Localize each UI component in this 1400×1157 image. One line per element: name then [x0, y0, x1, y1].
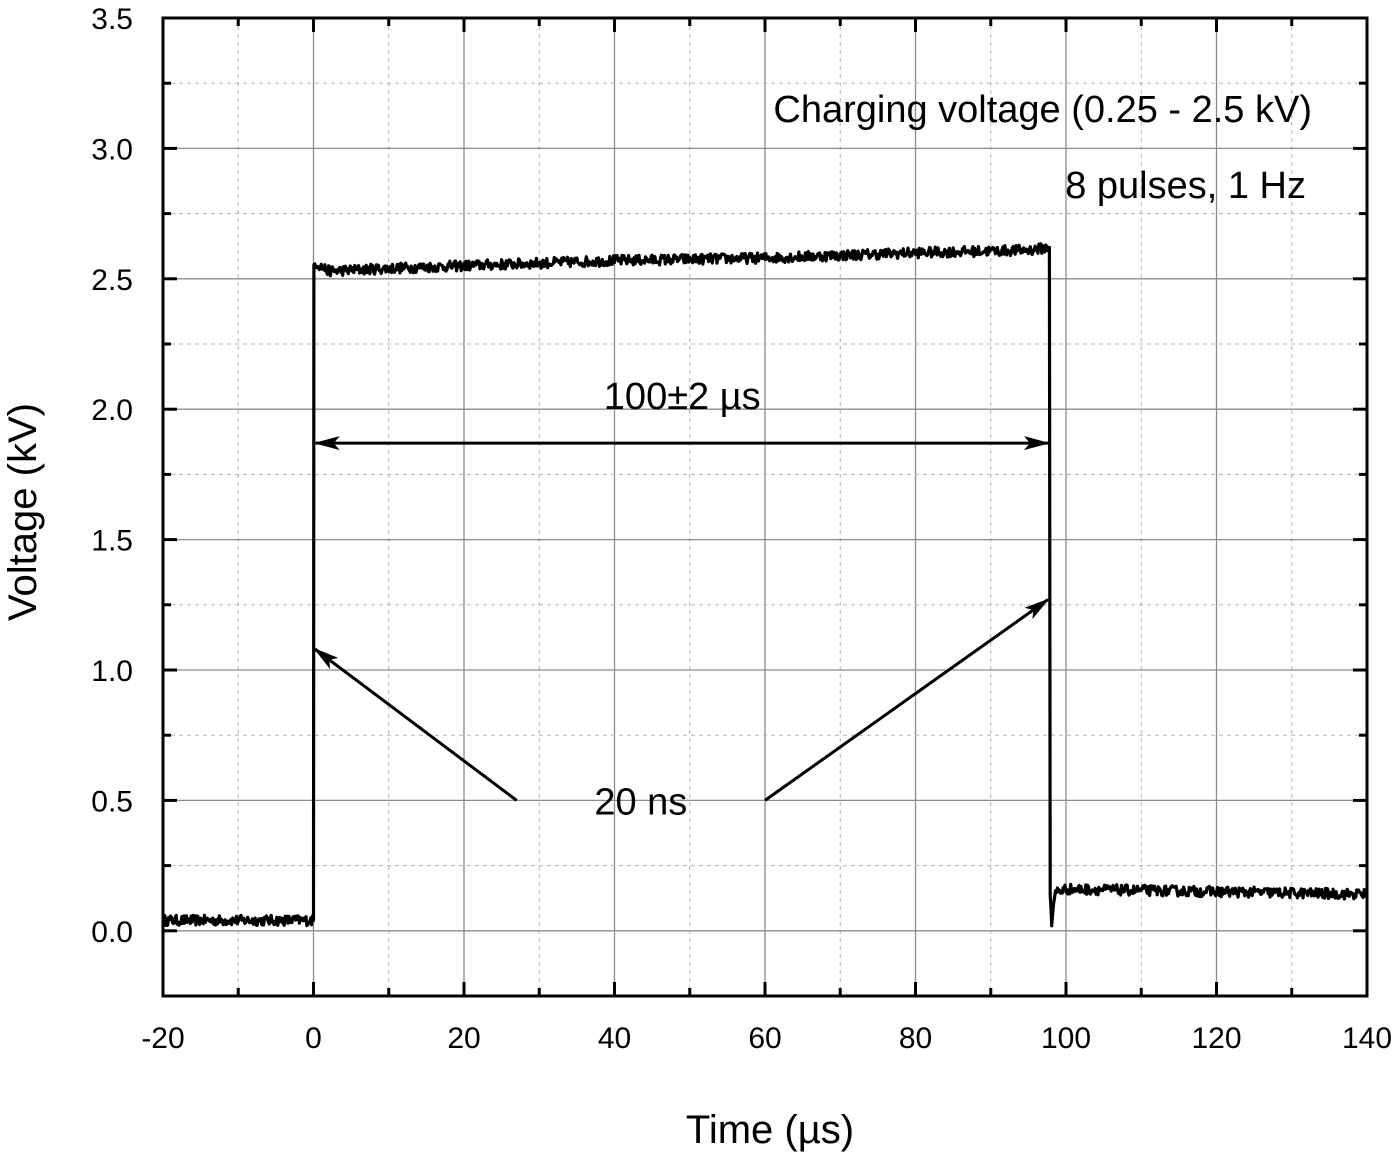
x-tick-label: 140: [1342, 1022, 1392, 1055]
x-tick-label: 60: [748, 1022, 781, 1055]
y-axis-title: Voltage (kV): [1, 403, 45, 621]
x-tick-label: 20: [447, 1022, 480, 1055]
y-tick-label: 2.0: [91, 394, 133, 427]
y-tick-label: 1.5: [91, 525, 133, 558]
pulse-width-annotation: 100±2 µs: [604, 376, 761, 418]
x-tick-label: 120: [1191, 1022, 1241, 1055]
y-tick-label: 3.5: [91, 3, 133, 36]
x-tick-label: 100: [1041, 1022, 1091, 1055]
y-tick-label: 3.0: [91, 133, 133, 166]
x-tick-label: 80: [899, 1022, 932, 1055]
series: [161, 242, 1368, 928]
rise-time-arrow: [313, 647, 518, 802]
rise-fall-annotation: 20 ns: [594, 781, 687, 823]
tick-labels: -20 0 20 40 60 80 100 120 140 0.0 0.5 1.0 1.5 2.0 2.5 3…: [91, 3, 1392, 1055]
grid: [163, 18, 1367, 996]
plot-frame: [161, 16, 1369, 998]
annotations: Charging voltage (0.25 - 2.5 kV) 8 pulse…: [313, 89, 1312, 823]
x-tick-label: 40: [598, 1022, 631, 1055]
pulses-annotation: 8 pulses, 1 Hz: [1065, 165, 1306, 207]
y-tick-label: 0.5: [91, 785, 133, 818]
x-axis-title: Time (µs): [686, 1108, 854, 1152]
x-tick-label: 0: [305, 1022, 322, 1055]
x-tick-label: -20: [141, 1022, 184, 1055]
fall-time-arrow: [764, 598, 1050, 802]
voltage-trace: [161, 242, 1368, 928]
y-tick-label: 2.5: [91, 264, 133, 297]
y-tick-label: 0.0: [91, 916, 133, 949]
y-tick-label: 1.0: [91, 655, 133, 688]
charging-voltage-annotation: Charging voltage (0.25 - 2.5 kV): [773, 89, 1312, 131]
